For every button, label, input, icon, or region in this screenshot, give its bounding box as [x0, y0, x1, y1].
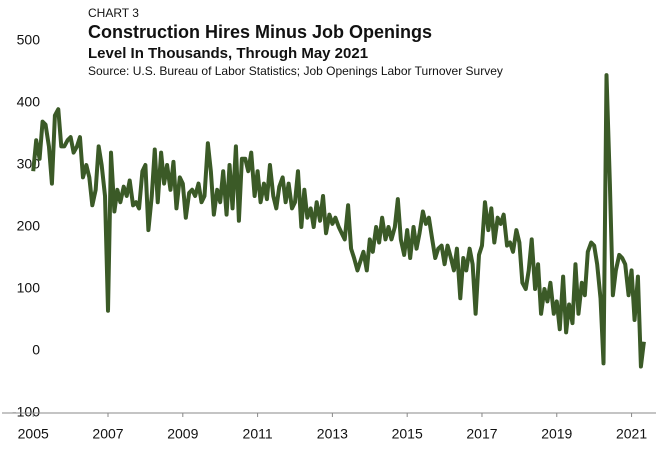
chart-source: Source: U.S. Bureau of Labor Statistics;… [88, 64, 503, 78]
chart-subtitle: Level In Thousands, Through May 2021 [88, 45, 368, 62]
x-tick-label: 2007 [92, 426, 123, 442]
y-tick-label: 400 [17, 94, 41, 110]
chart-title: Construction Hires Minus Job Openings [88, 22, 432, 42]
x-tick-label: 2011 [243, 426, 273, 442]
x-tick-label: 2013 [317, 426, 348, 442]
y-tick-label: -100 [12, 404, 40, 420]
y-tick-label: 500 [17, 32, 41, 48]
x-tick-label: 2019 [541, 426, 572, 442]
x-tick-label: 2021 [616, 426, 647, 442]
chart-label: CHART 3 [88, 6, 139, 20]
x-tick-label: 2005 [18, 426, 49, 442]
data-line [31, 73, 646, 369]
y-tick-label: 100 [17, 280, 41, 296]
y-tick-label: 200 [17, 218, 41, 234]
x-tick-label: 2015 [392, 426, 423, 442]
y-tick-label: 0 [32, 342, 40, 358]
x-tick-label: 2009 [167, 426, 198, 442]
y-tick-label: 300 [17, 156, 41, 172]
x-tick-label: 2017 [466, 426, 497, 442]
